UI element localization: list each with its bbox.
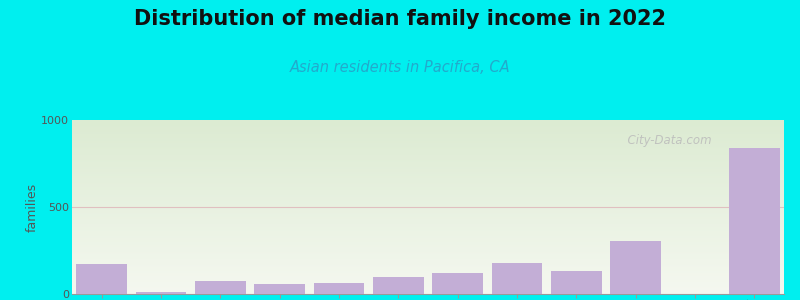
Bar <box>77 264 127 294</box>
Text: Asian residents in Pacifica, CA: Asian residents in Pacifica, CA <box>290 60 510 75</box>
Bar <box>373 277 423 294</box>
Text: Distribution of median family income in 2022: Distribution of median family income in … <box>134 9 666 29</box>
Bar <box>610 241 661 294</box>
Bar <box>729 148 779 294</box>
Text: City-Data.com: City-Data.com <box>620 134 712 147</box>
Bar <box>433 273 483 294</box>
Bar <box>136 292 186 294</box>
Bar <box>195 281 246 294</box>
Y-axis label: families: families <box>26 182 38 232</box>
Bar <box>492 263 542 294</box>
Bar <box>551 271 602 294</box>
Bar <box>254 284 305 294</box>
Bar <box>314 283 364 294</box>
